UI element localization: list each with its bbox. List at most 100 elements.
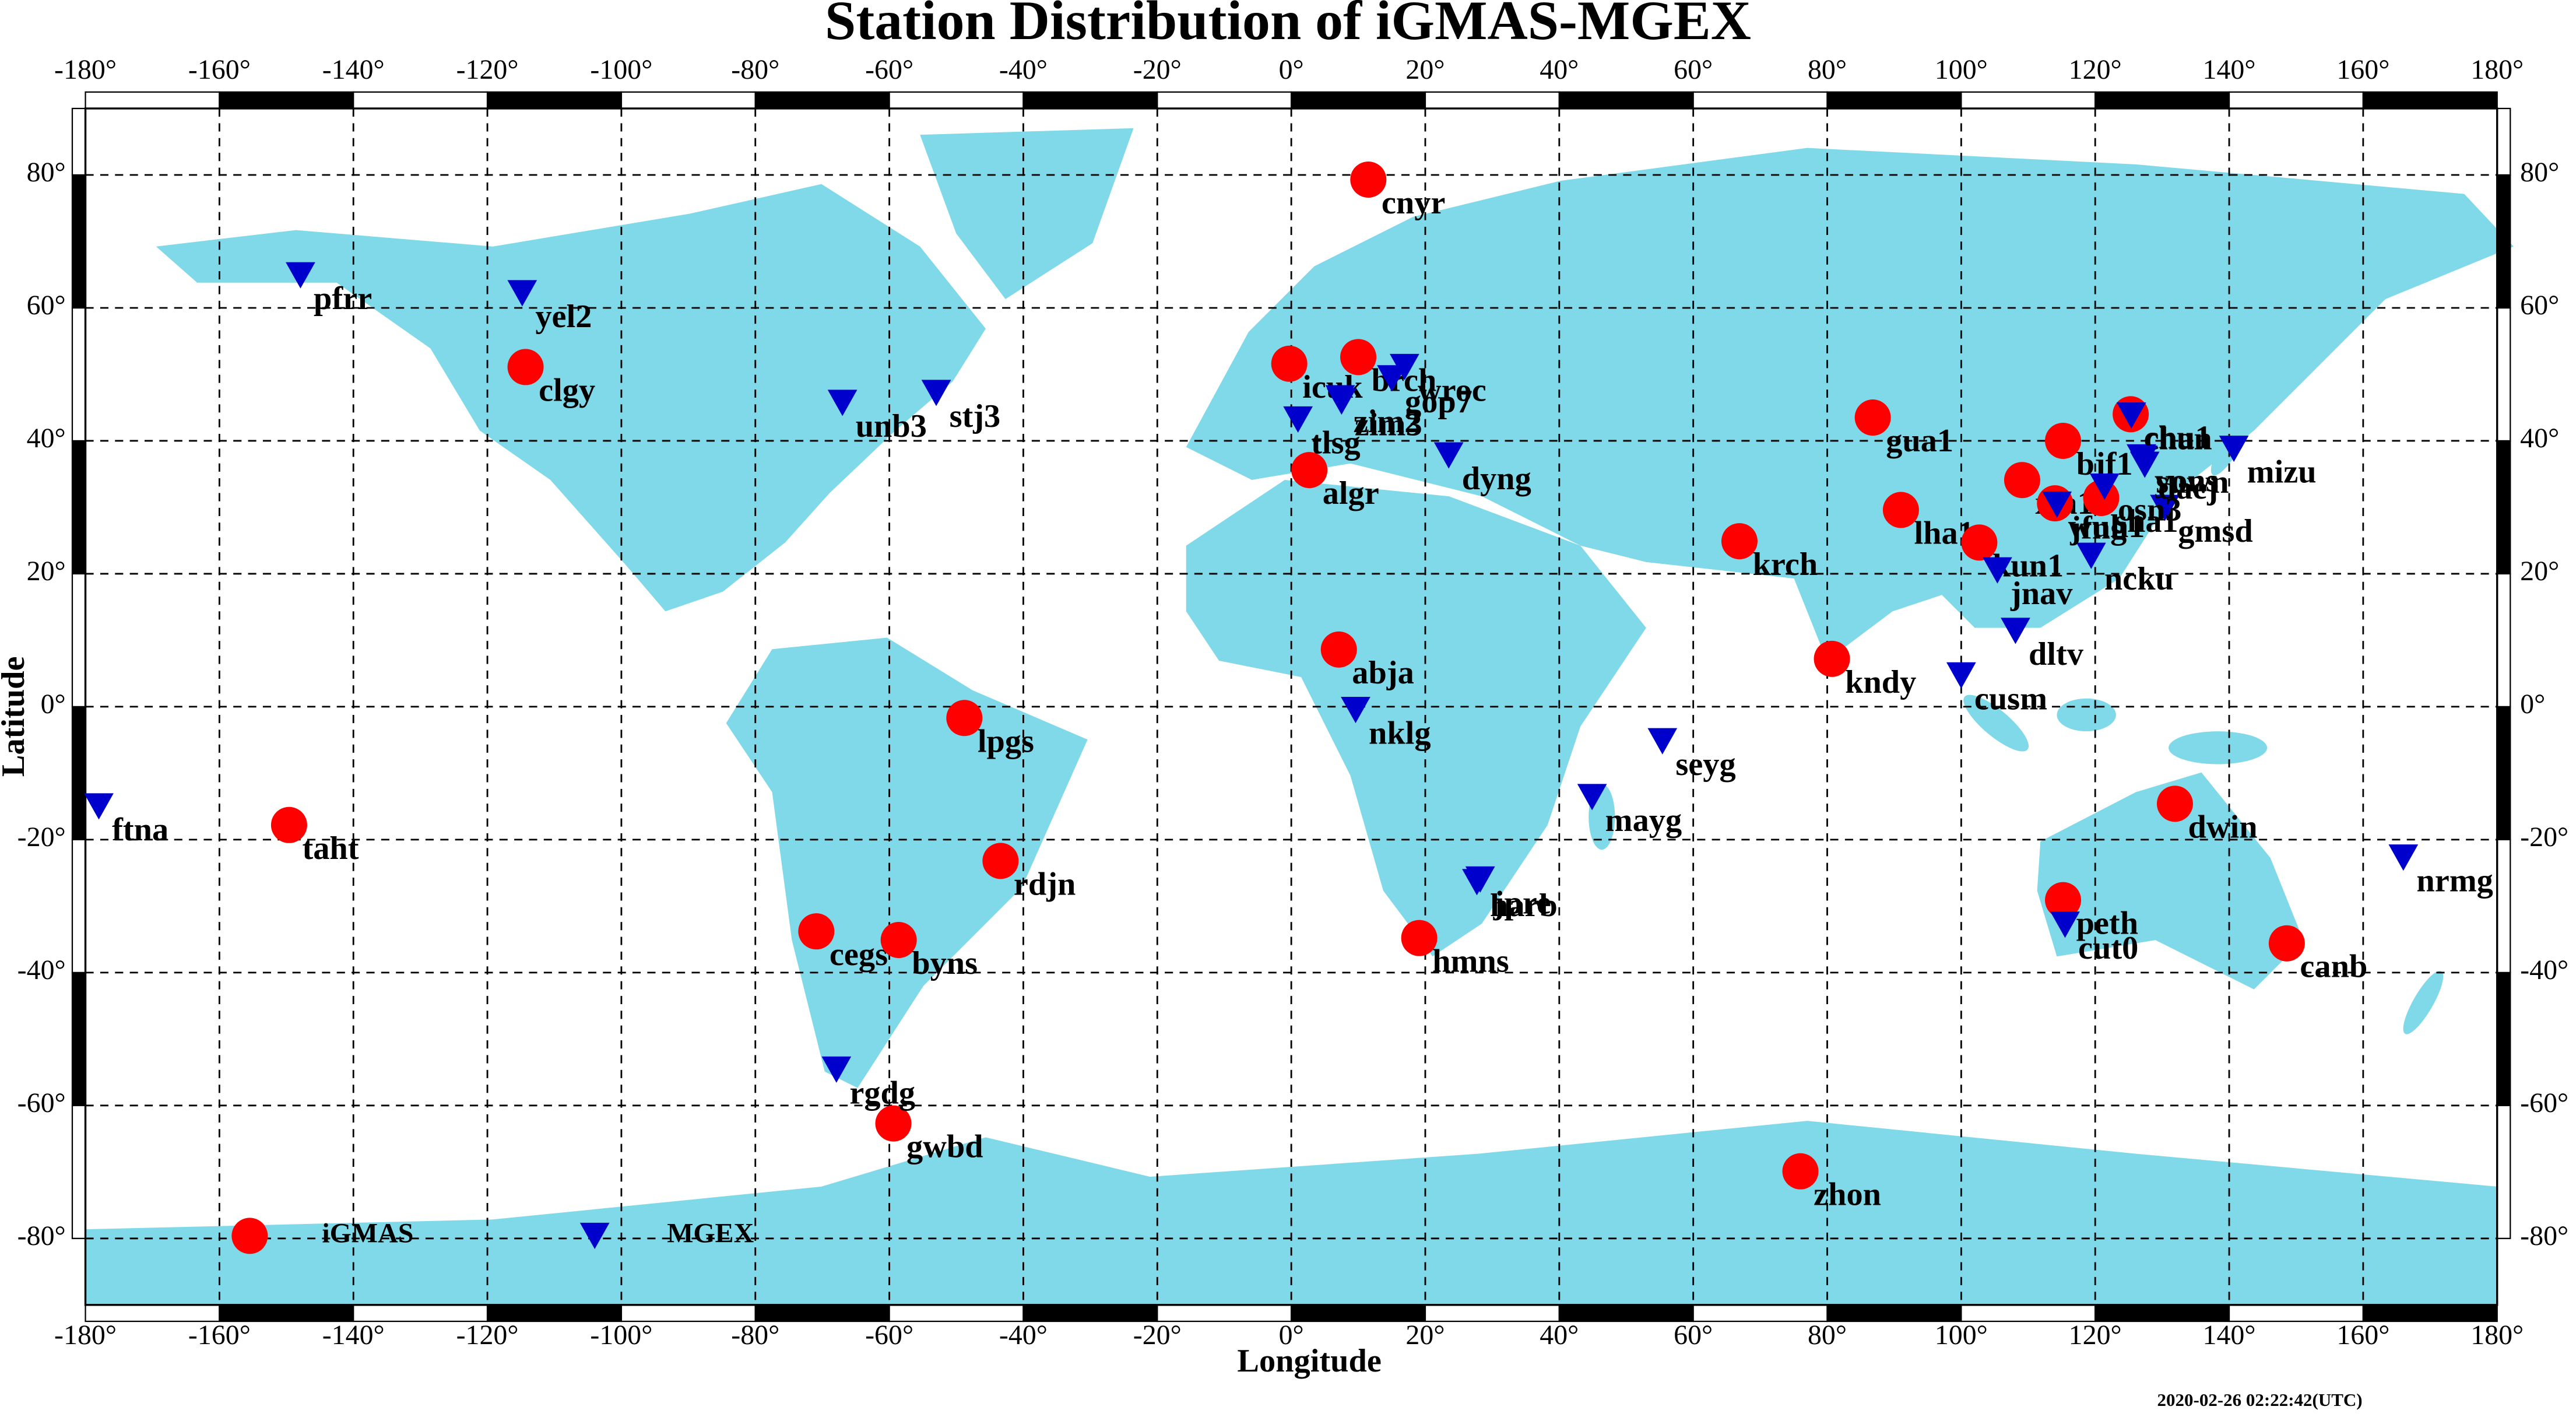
station-marker bbox=[2004, 462, 2040, 499]
station-marker bbox=[827, 390, 858, 416]
x-tick-label: -60° bbox=[865, 54, 913, 85]
x-tick-label: 100° bbox=[1935, 1320, 1988, 1351]
frame-bar bbox=[1558, 91, 1694, 110]
station-label: byns bbox=[912, 945, 978, 981]
station-label: unb3 bbox=[856, 408, 927, 444]
station-label: harb bbox=[1490, 888, 1558, 924]
frame-bar bbox=[2496, 107, 2511, 176]
frame-bar bbox=[888, 91, 1024, 110]
x-tick-label: 120° bbox=[2069, 1320, 2122, 1351]
station-label: jnav bbox=[2010, 576, 2073, 612]
station-label: dwin bbox=[2188, 809, 2257, 845]
station-label: ftna bbox=[112, 812, 168, 848]
frame-bar bbox=[2496, 839, 2511, 973]
station-marker bbox=[270, 806, 307, 843]
station-label: zim2 bbox=[1354, 404, 1421, 440]
x-tick-label: 180° bbox=[2470, 1320, 2524, 1351]
station-marker bbox=[1782, 1153, 1819, 1190]
station-marker bbox=[798, 913, 835, 950]
station-label: algr bbox=[1323, 475, 1379, 511]
station-label: suwn bbox=[2156, 464, 2229, 500]
station-label: mizu bbox=[2247, 454, 2317, 490]
y-tick-label: -40° bbox=[17, 955, 66, 985]
y-tick-label: 40° bbox=[2520, 423, 2559, 454]
station-label: canb bbox=[2300, 949, 2367, 985]
frame-bar bbox=[1424, 91, 1560, 110]
y-tick-label: 0° bbox=[2520, 689, 2545, 720]
frame-bar bbox=[1960, 1304, 2096, 1323]
y-tick-label: 60° bbox=[2520, 290, 2559, 321]
station-label: jfng bbox=[2069, 510, 2127, 546]
station-label: dyng bbox=[1462, 461, 1531, 497]
frame-bar bbox=[888, 1304, 1024, 1323]
station-label: cut0 bbox=[2078, 930, 2138, 966]
frame-bar bbox=[353, 91, 489, 110]
station-marker bbox=[1283, 406, 1313, 433]
station-marker bbox=[1320, 631, 1357, 668]
y-tick-label: -60° bbox=[17, 1088, 66, 1118]
station-label: zim3 bbox=[1355, 407, 1422, 443]
frame-bar bbox=[1022, 91, 1158, 110]
station-label: jpre bbox=[1493, 885, 1551, 921]
station-marker bbox=[1721, 523, 1758, 560]
y-tick-label: -60° bbox=[2520, 1088, 2568, 1118]
x-tick-label: 0° bbox=[1279, 1320, 1304, 1351]
x-tick-label: -100° bbox=[590, 1320, 652, 1351]
x-tick-label: 140° bbox=[2203, 1320, 2256, 1351]
frame-bar bbox=[2496, 307, 2511, 442]
frame-bar bbox=[2362, 1304, 2498, 1323]
frame-bar bbox=[1157, 1304, 1292, 1323]
station-marker bbox=[875, 1105, 912, 1142]
station-label: yons bbox=[2155, 462, 2219, 499]
x-tick-label: -140° bbox=[322, 54, 385, 85]
frame-bar bbox=[2094, 1304, 2230, 1323]
station-marker bbox=[2388, 844, 2419, 871]
station-label: zhon bbox=[1814, 1177, 1881, 1213]
station-marker bbox=[1465, 866, 1495, 893]
station-marker bbox=[921, 380, 951, 406]
frame-bar bbox=[71, 1104, 86, 1239]
frame-bar bbox=[71, 107, 86, 176]
frame-bar bbox=[71, 440, 86, 575]
station-marker bbox=[2042, 491, 2072, 518]
station-label: seyg bbox=[1675, 746, 1735, 783]
x-tick-label: 40° bbox=[1540, 1320, 1579, 1351]
station-marker bbox=[1814, 640, 1850, 677]
x-tick-label: 60° bbox=[1674, 54, 1713, 85]
y-tick-label: -80° bbox=[2520, 1220, 2568, 1251]
station-marker bbox=[1882, 492, 1919, 528]
station-label: cnyr bbox=[1382, 185, 1446, 221]
frame-bar bbox=[1692, 1304, 1828, 1323]
station-marker bbox=[1271, 345, 1308, 382]
station-label: lpgs bbox=[978, 723, 1034, 759]
frame-bar bbox=[2496, 971, 2511, 1106]
x-tick-label: -80° bbox=[731, 54, 779, 85]
y-tick-label: -80° bbox=[17, 1220, 66, 1251]
legend-label: iGMAS bbox=[322, 1218, 413, 1248]
frame-bar bbox=[2496, 174, 2511, 309]
station-label: krch bbox=[1753, 546, 1818, 583]
frame-bar bbox=[71, 706, 86, 841]
x-tick-label: 140° bbox=[2203, 54, 2256, 85]
frame-bar bbox=[754, 1304, 890, 1323]
station-label: dltv bbox=[2029, 636, 2084, 672]
station-marker bbox=[84, 793, 114, 820]
frame-bar bbox=[85, 1304, 220, 1323]
station-label: gwbd bbox=[906, 1129, 983, 1165]
station-marker bbox=[2001, 618, 2030, 644]
x-axis-label: Longitude bbox=[1237, 1343, 1381, 1379]
station-marker bbox=[821, 1056, 852, 1083]
frame-bar bbox=[2228, 1304, 2364, 1323]
x-tick-label: -140° bbox=[322, 1320, 385, 1351]
x-tick-label: -100° bbox=[590, 54, 652, 85]
frame-bar bbox=[2496, 706, 2511, 841]
station-label: wroc bbox=[1418, 372, 1486, 408]
station-marker bbox=[2116, 402, 2146, 429]
y-tick-label: -40° bbox=[2520, 955, 2568, 985]
station-marker bbox=[946, 700, 983, 736]
station-marker bbox=[982, 843, 1019, 879]
frame-bar bbox=[1424, 1304, 1560, 1323]
station-label: clgy bbox=[539, 372, 595, 408]
x-tick-label: -160° bbox=[188, 1320, 251, 1351]
station-label: nrmg bbox=[2416, 863, 2493, 899]
